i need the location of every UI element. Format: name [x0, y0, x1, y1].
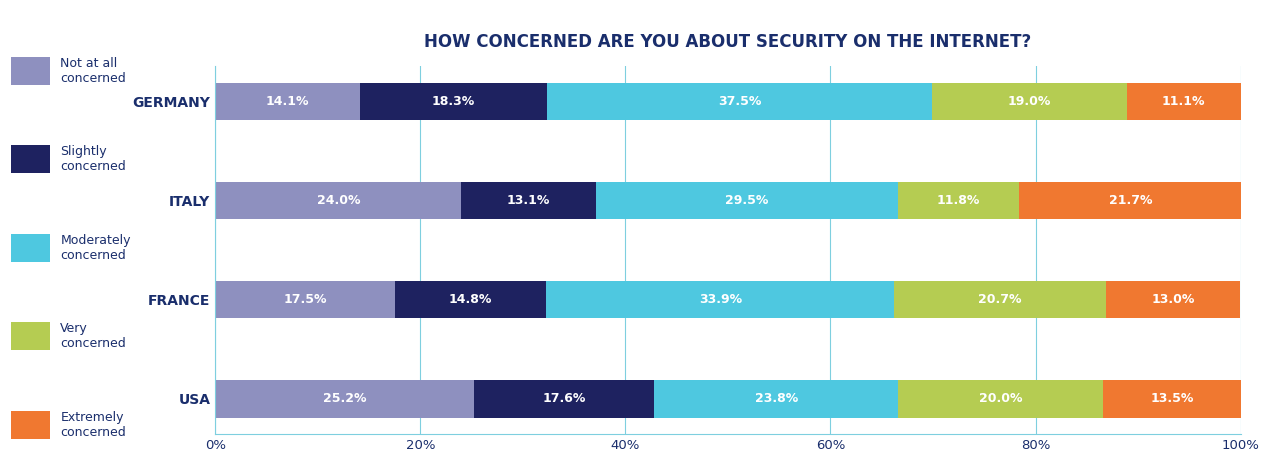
Text: 13.0%: 13.0% [1151, 293, 1195, 306]
FancyBboxPatch shape [11, 234, 49, 262]
Bar [932, 83, 1127, 120]
Text: 13.5%: 13.5% [1151, 392, 1194, 405]
FancyBboxPatch shape [11, 145, 49, 174]
Text: 37.5%: 37.5% [718, 95, 761, 108]
Text: 20.7%: 20.7% [979, 293, 1022, 306]
Text: 13.1%: 13.1% [506, 194, 551, 207]
Text: 29.5%: 29.5% [725, 194, 768, 207]
Bar [215, 380, 473, 418]
Text: 21.7%: 21.7% [1109, 194, 1152, 207]
Bar [547, 281, 894, 319]
Bar [1103, 380, 1242, 418]
Bar [547, 83, 932, 120]
Bar [655, 380, 898, 418]
Bar [461, 182, 596, 219]
Text: 17.6%: 17.6% [542, 392, 586, 405]
Bar [215, 182, 461, 219]
Text: 23.8%: 23.8% [755, 392, 798, 405]
Bar [1127, 83, 1241, 120]
Text: 24.0%: 24.0% [316, 194, 360, 207]
Text: 19.0%: 19.0% [1008, 95, 1051, 108]
FancyBboxPatch shape [11, 57, 49, 85]
Bar [1019, 182, 1242, 219]
Text: 11.8%: 11.8% [937, 194, 980, 207]
Text: 17.5%: 17.5% [284, 293, 327, 306]
Text: 11.1%: 11.1% [1162, 95, 1205, 108]
Bar [596, 182, 898, 219]
Bar [360, 83, 547, 120]
FancyBboxPatch shape [11, 322, 49, 350]
Text: 18.3%: 18.3% [432, 95, 475, 108]
Title: HOW CONCERNED ARE YOU ABOUT SECURITY ON THE INTERNET?: HOW CONCERNED ARE YOU ABOUT SECURITY ON … [424, 33, 1032, 51]
Bar [473, 380, 655, 418]
Text: Slightly
concerned: Slightly concerned [61, 145, 127, 173]
Text: 25.2%: 25.2% [323, 392, 366, 405]
Bar [894, 281, 1106, 319]
Text: 14.1%: 14.1% [266, 95, 309, 108]
Bar [1106, 281, 1239, 319]
Text: Not at all
concerned: Not at all concerned [61, 57, 127, 85]
Text: 33.9%: 33.9% [699, 293, 742, 306]
Bar [395, 281, 547, 319]
Text: 20.0%: 20.0% [979, 392, 1023, 405]
Text: Moderately
concerned: Moderately concerned [61, 234, 130, 262]
Text: Extremely
concerned: Extremely concerned [61, 411, 127, 439]
Text: Very
concerned: Very concerned [61, 322, 127, 350]
Bar [898, 182, 1019, 219]
Bar [215, 281, 395, 319]
Bar [215, 83, 360, 120]
Bar [898, 380, 1103, 418]
Text: 14.8%: 14.8% [449, 293, 492, 306]
FancyBboxPatch shape [11, 411, 49, 439]
